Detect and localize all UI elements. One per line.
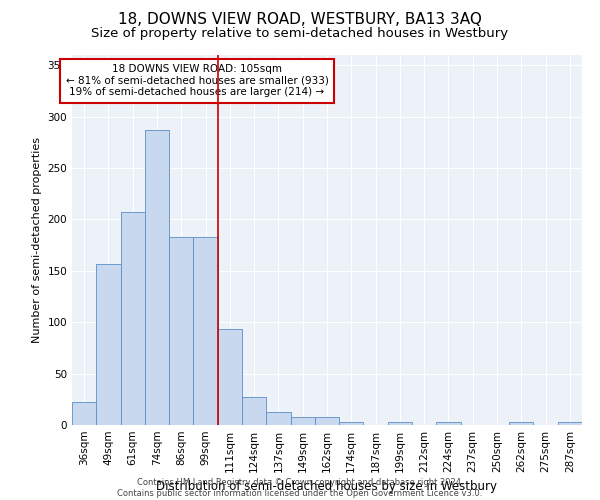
Bar xyxy=(436,422,461,425)
Bar xyxy=(121,212,145,425)
Bar xyxy=(145,130,169,425)
Text: Size of property relative to semi-detached houses in Westbury: Size of property relative to semi-detach… xyxy=(91,28,509,40)
Bar xyxy=(558,422,582,425)
Bar xyxy=(266,412,290,425)
Text: 18, DOWNS VIEW ROAD, WESTBURY, BA13 3AQ: 18, DOWNS VIEW ROAD, WESTBURY, BA13 3AQ xyxy=(118,12,482,28)
Bar xyxy=(315,417,339,425)
Bar xyxy=(388,422,412,425)
Bar xyxy=(72,402,96,425)
X-axis label: Distribution of semi-detached houses by size in Westbury: Distribution of semi-detached houses by … xyxy=(157,480,497,494)
Text: 18 DOWNS VIEW ROAD: 105sqm
← 81% of semi-detached houses are smaller (933)
19% o: 18 DOWNS VIEW ROAD: 105sqm ← 81% of semi… xyxy=(65,64,328,98)
Bar xyxy=(339,422,364,425)
Bar xyxy=(509,422,533,425)
Bar xyxy=(218,330,242,425)
Bar xyxy=(193,237,218,425)
Bar xyxy=(242,397,266,425)
Text: Contains HM Land Registry data © Crown copyright and database right 2024.
Contai: Contains HM Land Registry data © Crown c… xyxy=(118,478,482,498)
Bar xyxy=(169,237,193,425)
Bar xyxy=(290,417,315,425)
Bar xyxy=(96,264,121,425)
Y-axis label: Number of semi-detached properties: Number of semi-detached properties xyxy=(32,137,42,343)
